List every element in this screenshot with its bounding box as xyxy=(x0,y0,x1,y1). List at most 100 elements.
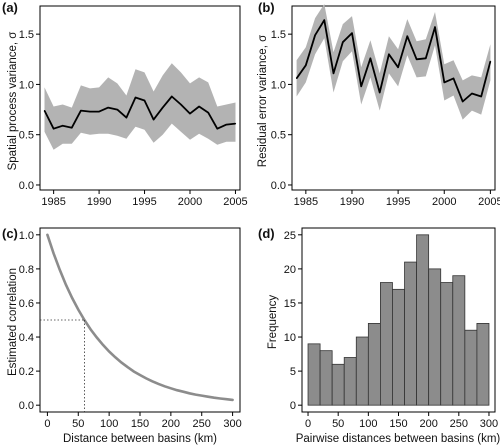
x-tick-label: 100 xyxy=(359,418,377,430)
panel-letter: (b) xyxy=(258,0,275,15)
estimate-line xyxy=(295,19,492,103)
x-tick-label: 300 xyxy=(223,418,241,430)
data-point xyxy=(207,111,209,114)
estimate-line xyxy=(43,95,236,130)
data-point xyxy=(98,110,100,113)
x-axis-label: Distance between basins (km) xyxy=(63,433,217,445)
panel-letter: (c) xyxy=(2,226,18,241)
data-point xyxy=(388,53,390,55)
x-tick-label: 100 xyxy=(100,418,118,430)
series-group xyxy=(295,4,492,120)
x-tick-label: 1995 xyxy=(386,196,410,208)
x-tick-label: 200 xyxy=(162,418,180,430)
histogram-bar xyxy=(392,288,405,406)
data-point xyxy=(189,112,191,115)
data-point xyxy=(296,77,298,79)
data-point xyxy=(342,41,344,43)
y-tick-label: 0.6 xyxy=(19,298,34,310)
y-tick-label: 0.8 xyxy=(19,264,34,276)
data-point xyxy=(489,60,491,62)
x-tick-label: 2000 xyxy=(178,196,202,208)
y-tick-label: 0.5 xyxy=(271,130,286,142)
histogram-bar xyxy=(355,336,369,406)
data-point xyxy=(323,19,325,21)
data-point xyxy=(171,95,173,98)
x-tick-label: 2005 xyxy=(223,196,247,208)
y-tick-label: 0.0 xyxy=(19,400,34,412)
data-point xyxy=(162,106,164,109)
data-point xyxy=(134,96,137,99)
histogram-bar xyxy=(428,268,442,406)
x-tick-label: 250 xyxy=(450,418,468,430)
histogram-bar xyxy=(331,363,345,406)
x-tick-label: 250 xyxy=(193,418,211,430)
y-tick-label: 0.0 xyxy=(271,180,286,192)
data-point xyxy=(462,100,464,103)
data-point xyxy=(225,124,227,126)
data-point xyxy=(425,57,427,59)
data-point xyxy=(314,34,316,36)
panel-letter: (d) xyxy=(258,226,275,241)
x-tick-label: 1990 xyxy=(340,196,364,208)
x-tick-label: 50 xyxy=(332,418,344,430)
y-tick-label: 15 xyxy=(284,298,296,310)
data-point xyxy=(480,95,482,98)
x-tick-label: 2000 xyxy=(432,196,456,208)
histogram-bar xyxy=(440,282,454,406)
data-point xyxy=(397,66,399,68)
data-point xyxy=(369,57,372,59)
panel-c: (c) Estimated correlation Distance betwe… xyxy=(2,226,242,445)
plot-frame xyxy=(39,227,241,413)
y-axis-label: Frequency xyxy=(267,295,279,350)
panel-a: (a) Spatial process variance, σ 1985 1990… xyxy=(2,0,248,208)
data-point xyxy=(125,117,127,119)
histogram-bar xyxy=(416,234,430,406)
data-point xyxy=(216,128,218,130)
data-point xyxy=(116,108,118,111)
data-point xyxy=(305,64,307,66)
data-point xyxy=(415,58,418,60)
data-point xyxy=(89,110,91,113)
data-point xyxy=(471,92,473,95)
histogram-bar xyxy=(404,261,417,406)
data-point xyxy=(143,99,146,102)
x-tick-label: 150 xyxy=(389,418,407,430)
data-point xyxy=(43,109,46,112)
y-tick-label: 20 xyxy=(284,264,296,276)
x-axis-label: Pairwise distances between basins (km) xyxy=(296,433,500,445)
y-axis-label: Residual error variance, σ xyxy=(257,35,269,167)
y-tick-label: 1.0 xyxy=(19,79,34,91)
y-tick-label: 25 xyxy=(284,230,296,242)
histogram-bar xyxy=(464,329,478,406)
panel-d: (d) Frequency Pairwise distances between… xyxy=(258,226,500,445)
data-point xyxy=(153,119,155,121)
panel-b: (b) Residual error variance, σ 1985 1990 1… xyxy=(257,0,500,208)
data-point xyxy=(351,32,353,34)
data-point xyxy=(62,125,64,127)
data-point xyxy=(71,127,73,129)
y-tick-label: 0.5 xyxy=(19,130,34,142)
data-point xyxy=(332,72,335,74)
ticks-group: 0 50 100 150 200 250 300 0.0 0.2 0.4 0.6 0.8 1.0 xyxy=(19,230,242,430)
y-tick-label: 0.4 xyxy=(19,332,34,344)
x-tick-label: 0 xyxy=(305,418,311,430)
correlation-curve xyxy=(46,233,234,402)
histogram-bar xyxy=(367,323,381,406)
data-point xyxy=(234,123,237,125)
x-tick-label: 1985 xyxy=(294,196,318,208)
x-tick-label: 1995 xyxy=(132,196,156,208)
plot-frame xyxy=(291,5,496,191)
x-tick-label: 200 xyxy=(419,418,437,430)
histogram-bar xyxy=(380,282,393,406)
panel-letter: (a) xyxy=(2,0,18,15)
confidence-band xyxy=(44,63,236,150)
y-tick-label: 1.0 xyxy=(271,79,286,91)
x-tick-label: 300 xyxy=(480,418,498,430)
y-tick-label: 0 xyxy=(290,400,296,412)
data-point xyxy=(452,77,455,79)
y-tick-label: 0.0 xyxy=(19,180,34,192)
data-point xyxy=(443,81,445,84)
y-tick-label: 10 xyxy=(284,332,296,344)
data-point xyxy=(107,106,109,109)
